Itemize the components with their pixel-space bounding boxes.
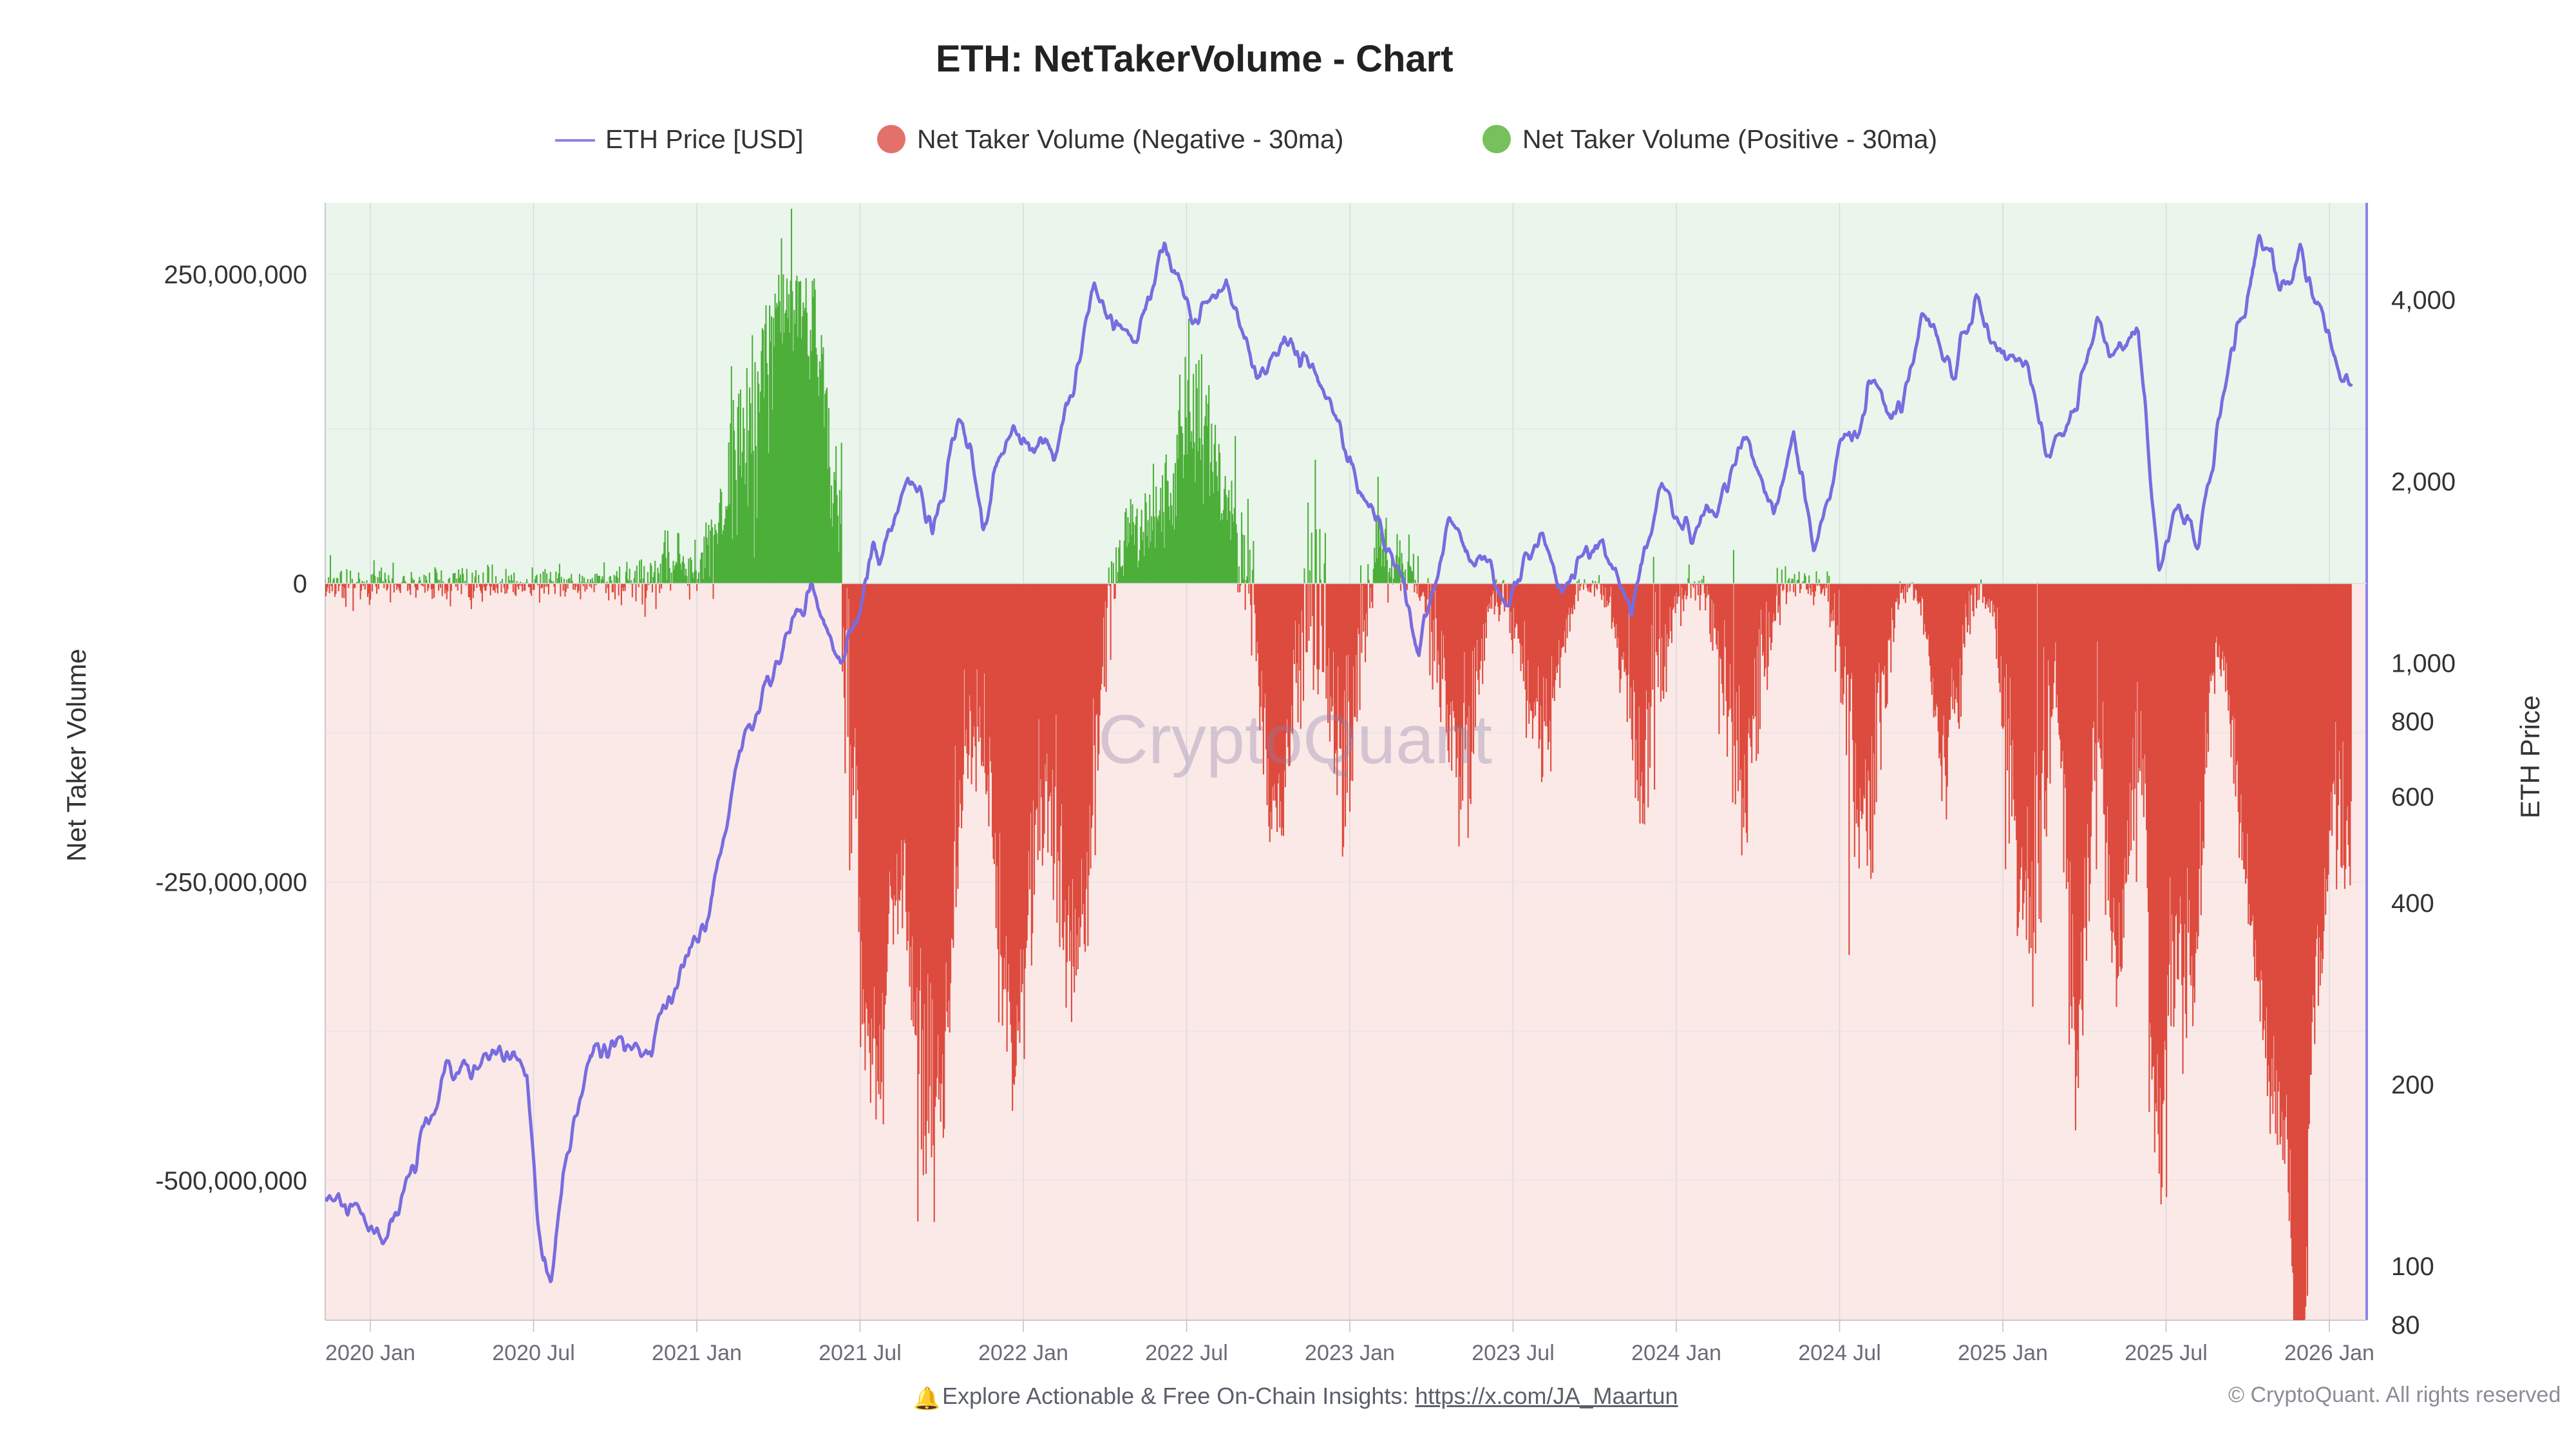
svg-text:2023 Jan: 2023 Jan [1305,1341,1395,1365]
svg-text:2024 Jul: 2024 Jul [1798,1341,1881,1365]
svg-text:0: 0 [293,570,307,598]
svg-text:2022 Jul: 2022 Jul [1145,1341,1228,1365]
svg-text:250,000,000: 250,000,000 [164,261,307,289]
svg-text:2,000: 2,000 [2391,468,2456,496]
svg-text:80: 80 [2391,1311,2420,1340]
svg-text:2025 Jan: 2025 Jan [1958,1341,2048,1365]
svg-text:2020 Jul: 2020 Jul [492,1341,575,1365]
svg-text:2021 Jan: 2021 Jan [652,1341,742,1365]
svg-text:200: 200 [2391,1071,2434,1099]
svg-text:-500,000,000: -500,000,000 [155,1167,307,1195]
svg-text:2025 Jul: 2025 Jul [2125,1341,2208,1365]
svg-text:100: 100 [2391,1253,2434,1281]
svg-text:4,000: 4,000 [2391,286,2456,314]
svg-text:2026 Jan: 2026 Jan [2284,1341,2374,1365]
svg-text:2020 Jan: 2020 Jan [325,1341,415,1365]
svg-text:800: 800 [2391,708,2434,736]
svg-text:1,000: 1,000 [2391,649,2456,677]
svg-text:2024 Jan: 2024 Jan [1631,1341,1721,1365]
svg-text:2021 Jul: 2021 Jul [819,1341,902,1365]
svg-text:400: 400 [2391,889,2434,918]
svg-text:600: 600 [2391,783,2434,811]
svg-text:-250,000,000: -250,000,000 [155,869,307,897]
svg-text:2022 Jan: 2022 Jan [978,1341,1068,1365]
svg-text:2023 Jul: 2023 Jul [1472,1341,1555,1365]
